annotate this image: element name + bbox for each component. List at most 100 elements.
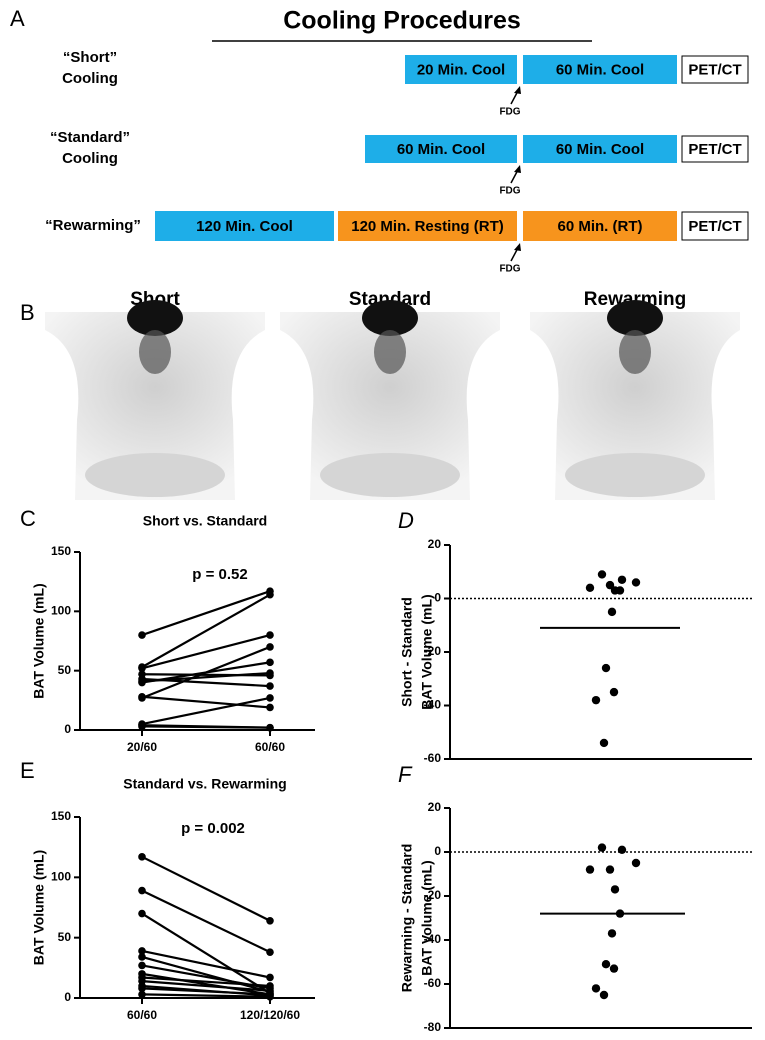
y-tick-label: 0 [434, 844, 441, 858]
pair-line [141, 912, 271, 995]
row-label: Cooling [62, 150, 118, 167]
y-tick-label: -60 [424, 751, 442, 765]
x-tick-label: 20/60 [127, 740, 157, 754]
scan-head [127, 300, 183, 336]
y-tick-label: -80 [424, 1020, 442, 1034]
y-tick-label: -20 [424, 644, 442, 658]
arrow-head [514, 243, 521, 251]
data-point [266, 973, 274, 982]
y-axis-label: BAT Volume (mL) [419, 860, 435, 975]
scan-organ [320, 453, 460, 497]
data-point [597, 843, 607, 852]
y-axis-label: Short - Standard [399, 597, 415, 707]
pair-line [141, 695, 271, 709]
data-point [266, 694, 274, 702]
data-point [138, 947, 146, 955]
y-tick-label: 0 [434, 591, 441, 605]
data-point [266, 643, 274, 651]
data-point [138, 953, 146, 961]
data-point [266, 992, 274, 1001]
time-block [523, 135, 677, 163]
data-point [610, 885, 620, 894]
y-axis-label: BAT Volume (mL) [31, 850, 47, 965]
panel-label: B [20, 300, 35, 325]
marker-label: FDG [499, 186, 520, 197]
arrow-head [514, 86, 521, 94]
x-tick-label: 60/60 [127, 1008, 157, 1022]
scan-head [607, 300, 663, 336]
pair-line [141, 889, 271, 954]
scan-organ [85, 453, 225, 497]
y-tick-label: 150 [51, 544, 71, 558]
y-tick-label: -60 [424, 976, 442, 990]
pair-line [141, 976, 271, 988]
y-tick-label: 50 [58, 663, 72, 677]
panel-label: C [20, 506, 36, 531]
data-point [617, 845, 627, 854]
data-point [138, 984, 146, 993]
data-point [601, 960, 611, 969]
y-tick-label: 100 [51, 870, 71, 884]
data-point [599, 738, 609, 748]
block-label: 120 Min. Resting (RT) [351, 218, 504, 235]
data-point [266, 703, 274, 712]
panel-label: D [398, 508, 414, 533]
y-tick-label: 100 [51, 604, 71, 618]
y-tick-label: 0 [64, 722, 71, 736]
annotation: p = 0.002 [181, 820, 245, 837]
end-box [681, 55, 749, 84]
data-point [266, 631, 274, 639]
pair-line [141, 855, 271, 922]
scan-silhouette [280, 312, 500, 500]
data-point [138, 678, 146, 687]
data-point [138, 722, 146, 731]
pair-line [141, 949, 271, 979]
block-label: 60 Min. Cool [556, 141, 644, 158]
data-point [266, 669, 274, 677]
data-point [266, 916, 274, 925]
scan-neck [374, 330, 406, 374]
scan-silhouette [530, 312, 740, 500]
panel-label: E [20, 758, 35, 783]
arrow-head [514, 165, 521, 173]
data-point [266, 948, 274, 956]
row-label: Cooling [62, 70, 118, 87]
scan-organ [565, 453, 705, 497]
pair-line [141, 993, 271, 998]
diagram-title: Cooling Procedures [283, 7, 521, 35]
data-point [615, 909, 625, 918]
end-label: PET/CT [688, 141, 741, 158]
pair-line [141, 634, 271, 670]
time-block [365, 135, 517, 163]
time-block [405, 55, 517, 84]
data-point [266, 658, 274, 667]
y-tick-label: 50 [58, 930, 72, 944]
time-block [523, 211, 677, 241]
y-tick-label: 0 [64, 990, 71, 1004]
data-point [607, 929, 617, 938]
data-point [591, 695, 601, 705]
y-tick-label: 20 [428, 800, 442, 814]
pair-line [141, 980, 271, 992]
panel-label: A [10, 6, 25, 31]
block-label: 60 Min. Cool [397, 141, 485, 158]
data-point [138, 961, 146, 970]
y-axis-label: BAT Volume (mL) [419, 594, 435, 709]
row-label: “Standard” [50, 129, 130, 146]
data-point [607, 607, 617, 617]
pair-line [141, 955, 271, 994]
chart-title: Short vs. Standard [143, 513, 267, 529]
scan-neck [139, 330, 171, 374]
data-point [599, 990, 609, 1000]
scan-silhouette [45, 312, 265, 500]
y-tick-label: -20 [424, 888, 442, 902]
y-axis-label: BAT Volume (mL) [31, 583, 47, 698]
y-tick-label: -40 [424, 932, 442, 946]
end-box [681, 135, 749, 163]
data-point [138, 694, 146, 702]
block-label: 20 Min. Cool [417, 61, 505, 78]
chart-title: Standard vs. Rewarming [123, 776, 286, 792]
x-tick-label: 120/120/60 [240, 1008, 300, 1022]
data-point [601, 663, 611, 673]
